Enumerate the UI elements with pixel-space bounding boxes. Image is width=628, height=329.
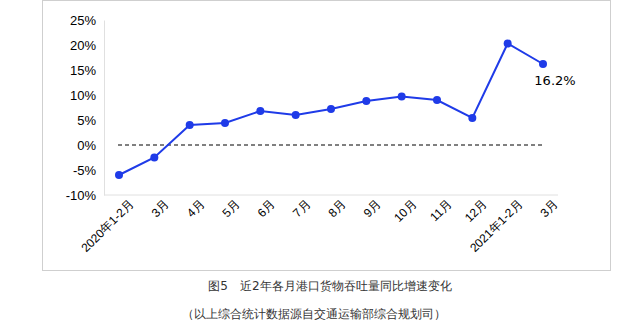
point xyxy=(362,97,370,105)
x-tick: 11月 xyxy=(427,195,454,224)
x-tick-label: 9月 xyxy=(361,197,384,220)
y-tick: 20% xyxy=(70,38,104,53)
x-tick-label: 5月 xyxy=(219,197,242,220)
point xyxy=(115,171,123,179)
x-tick: 3月 xyxy=(149,195,172,220)
y-tick: -5% xyxy=(73,163,104,178)
title: 图5 近2年各月港口货物吞吐量同比增速变化 xyxy=(208,279,451,293)
x-tick-label: 2021年1-2月 xyxy=(467,197,525,255)
data-label: 16.2% xyxy=(534,73,575,88)
x-tick: 5月 xyxy=(219,195,242,220)
x-tick-label: 4月 xyxy=(184,197,207,220)
y-tick: 10% xyxy=(70,88,104,103)
point xyxy=(504,40,512,48)
y-tick: 15% xyxy=(70,63,104,78)
y-tick-label: 0% xyxy=(77,138,96,153)
x-axis-line xyxy=(104,195,558,196)
point xyxy=(256,107,264,115)
series-line xyxy=(119,44,543,176)
x-tick-label: 3月 xyxy=(149,197,172,220)
y-axis: -10% -5% 0% 5% 10% 15% 20% 25% xyxy=(66,13,105,203)
y-tick-label: 10% xyxy=(70,88,96,103)
chart: -10% -5% 0% 5% 10% 15% 20% 25% 2020年1-2月 3月 4月 5月 6月… xyxy=(0,0,628,329)
plot-marks xyxy=(115,40,547,180)
y-tick-label: 20% xyxy=(70,38,96,53)
x-tick: 12月 xyxy=(462,195,490,225)
y-axis-line xyxy=(104,21,105,196)
x-tick: 2021年1-2月 xyxy=(467,195,525,255)
x-tick-label: 6月 xyxy=(255,197,278,220)
point xyxy=(398,93,406,101)
point xyxy=(186,121,194,129)
chart-frame xyxy=(43,1,611,271)
y-tick: 0% xyxy=(77,138,104,153)
x-axis: 2020年1-2月 3月 4月 5月 6月 7月 8月 9月 10月 11月 12月2021年1-2… xyxy=(78,195,560,255)
x-tick: 10月 xyxy=(391,195,419,225)
x-tick-label: 3月 xyxy=(537,197,560,220)
x-tick-label: 11月 xyxy=(427,197,454,224)
x-tick: 7月 xyxy=(290,195,313,220)
point xyxy=(292,111,300,119)
y-tick-label: -5% xyxy=(73,163,97,178)
point xyxy=(221,119,229,127)
y-tick-label: 15% xyxy=(70,63,96,78)
y-tick: 5% xyxy=(77,113,104,128)
y-tick-label: -10% xyxy=(66,188,97,203)
point xyxy=(150,154,158,162)
x-tick-label: 8月 xyxy=(325,197,348,220)
y-tick-label: 5% xyxy=(77,113,96,128)
subtitle: （以上综合统计数据源自交通运输部综合规划司） xyxy=(182,307,446,321)
y-tick-label: 25% xyxy=(70,13,96,28)
x-tick-label: 7月 xyxy=(290,197,313,220)
point xyxy=(327,105,335,113)
x-tick-label: 2020年1-2月 xyxy=(78,197,136,255)
x-tick: 6月 xyxy=(255,195,278,220)
point xyxy=(433,96,441,104)
x-tick-label: 12月 xyxy=(462,197,490,225)
y-tick: -10% xyxy=(66,188,104,203)
point xyxy=(468,114,476,122)
baseline xyxy=(118,145,542,146)
x-tick: 9月 xyxy=(361,195,384,220)
y-tick: 25% xyxy=(70,13,104,28)
point xyxy=(539,60,547,68)
x-tick: 3月 xyxy=(537,195,560,220)
x-tick: 2020年1-2月 xyxy=(78,195,136,255)
x-tick: 8月 xyxy=(325,195,348,220)
x-tick: 4月 xyxy=(184,195,207,220)
x-tick-label: 10月 xyxy=(391,197,419,225)
